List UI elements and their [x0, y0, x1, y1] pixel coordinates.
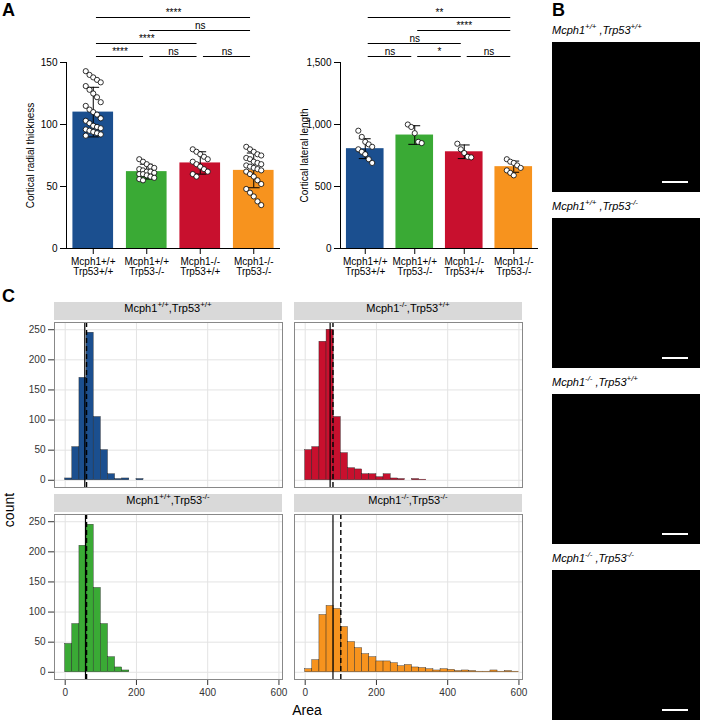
- svg-text:Mcph1-/-Trp53+/+: Mcph1-/-Trp53+/+: [444, 256, 484, 277]
- svg-text:ns: ns: [409, 33, 420, 44]
- svg-text:100: 100: [41, 119, 58, 130]
- svg-text:400: 400: [439, 687, 456, 698]
- svg-text:50: 50: [46, 181, 58, 192]
- svg-text:ns: ns: [385, 46, 396, 57]
- html-text:Mcph1-/-,Trp53-/-: Mcph1-/-,Trp53-/-: [368, 492, 448, 506]
- svg-text:200: 200: [29, 354, 46, 365]
- svg-text:****: ****: [166, 7, 182, 18]
- svg-text:0: 0: [326, 243, 332, 254]
- svg-text:Mcph1+/+Trp53+/+: Mcph1+/+Trp53+/+: [71, 256, 116, 277]
- svg-text:150: 150: [41, 57, 58, 68]
- svg-text:Mcph1-/-Trp53-/-: Mcph1-/-Trp53-/-: [494, 256, 533, 277]
- svg-text:100: 100: [29, 414, 46, 425]
- html-text:Mcph1+/+,Trp53+/+: Mcph1+/+,Trp53+/+: [124, 300, 212, 314]
- html-text:Mcph1-/-,Trp53-/-: Mcph1-/-,Trp53-/-: [552, 550, 634, 564]
- svg-text:150: 150: [29, 384, 46, 395]
- svg-text:Mcph1-/-Trp53-/-: Mcph1-/-Trp53-/-: [234, 256, 273, 277]
- svg-text:0: 0: [40, 666, 46, 677]
- svg-text:1,000: 1,000: [306, 119, 331, 130]
- svg-text:0: 0: [62, 687, 68, 698]
- svg-text:count: count: [1, 493, 17, 527]
- svg-text:250: 250: [29, 324, 46, 335]
- svg-text:50: 50: [34, 444, 46, 455]
- svg-text:ns: ns: [168, 46, 179, 57]
- html-text:Area: Area: [292, 702, 322, 718]
- svg-text:50: 50: [34, 636, 46, 647]
- svg-text:150: 150: [29, 576, 46, 587]
- html-text:A: A: [2, 0, 15, 20]
- svg-text:200: 200: [128, 687, 145, 698]
- svg-text:*: *: [438, 46, 442, 57]
- svg-text:100: 100: [29, 606, 46, 617]
- svg-text:1,500: 1,500: [306, 57, 331, 68]
- svg-text:****: ****: [456, 20, 472, 31]
- svg-text:Mcph1+/+Trp53+/+: Mcph1+/+Trp53+/+: [343, 256, 388, 277]
- svg-text:0: 0: [40, 474, 46, 485]
- svg-text:ns: ns: [222, 46, 233, 57]
- svg-text:ns: ns: [195, 20, 206, 31]
- html-text:B: B: [552, 0, 565, 20]
- svg-text:Mcph1+/+Trp53-/-: Mcph1+/+Trp53-/-: [393, 256, 438, 277]
- svg-text:500: 500: [315, 181, 332, 192]
- svg-text:Mcph1-/-Trp53+/+: Mcph1-/-Trp53+/+: [180, 256, 220, 277]
- html-text:C: C: [2, 286, 15, 306]
- svg-text:Cortical radial thickness: Cortical radial thickness: [25, 103, 36, 209]
- svg-text:**: **: [436, 7, 444, 18]
- svg-text:ns: ns: [484, 46, 495, 57]
- html-text:Mcph1-/-,Trp53+/+: Mcph1-/-,Trp53+/+: [552, 374, 638, 388]
- svg-text:200: 200: [368, 687, 385, 698]
- svg-text:****: ****: [139, 33, 155, 44]
- svg-text:600: 600: [511, 687, 528, 698]
- html-text:Mcph1-/-,Trp53+/+: Mcph1-/-,Trp53+/+: [366, 300, 450, 314]
- html-text:Mcph1+/+,Trp53+/+: Mcph1+/+,Trp53+/+: [552, 22, 642, 36]
- svg-text:Cortical lateral length: Cortical lateral length: [299, 109, 310, 203]
- html-text:Mcph1+/+,Trp53-/-: Mcph1+/+,Trp53-/-: [126, 492, 210, 506]
- html-text:Mcph1+/+,Trp53-/-: Mcph1+/+,Trp53-/-: [552, 198, 638, 212]
- svg-text:200: 200: [29, 546, 46, 557]
- svg-text:600: 600: [271, 687, 288, 698]
- svg-text:250: 250: [29, 516, 46, 527]
- svg-text:****: ****: [112, 46, 128, 57]
- svg-text:Mcph1+/+Trp53-/-: Mcph1+/+Trp53-/-: [125, 256, 170, 277]
- svg-text:400: 400: [199, 687, 216, 698]
- svg-text:0: 0: [52, 243, 58, 254]
- svg-text:0: 0: [302, 687, 308, 698]
